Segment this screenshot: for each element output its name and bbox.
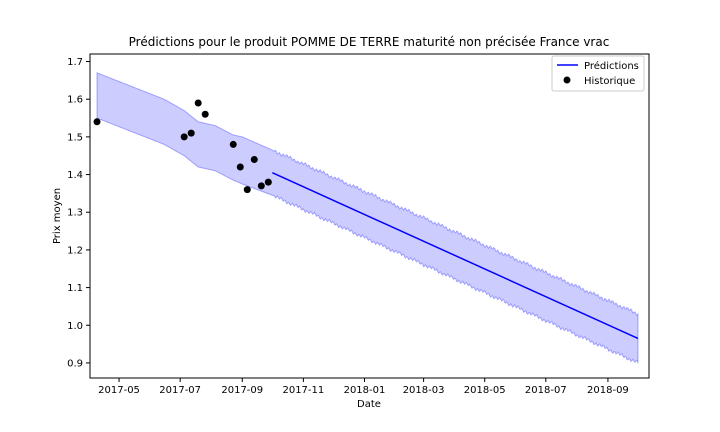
historique-point bbox=[243, 186, 251, 194]
x-tick-label: 2018-03 bbox=[403, 385, 445, 396]
historique-point bbox=[180, 133, 188, 141]
y-tick-label: 1.7 bbox=[67, 57, 83, 68]
y-tick-label: 1.1 bbox=[67, 283, 83, 294]
x-tick-label: 2018-05 bbox=[464, 385, 506, 396]
chart-title: Prédictions pour le produit POMME DE TER… bbox=[129, 35, 610, 49]
y-tick-label: 0.9 bbox=[67, 358, 83, 369]
legend-predictions-label: Prédictions bbox=[584, 60, 639, 72]
legend: Prédictions Historique bbox=[551, 55, 645, 92]
historique-point bbox=[250, 155, 258, 163]
historique-point bbox=[229, 140, 237, 148]
historique-point bbox=[236, 163, 244, 171]
historique-point bbox=[257, 182, 265, 190]
x-tick-label: 2018-09 bbox=[587, 385, 629, 396]
x-tick-label: 2017-05 bbox=[98, 385, 140, 396]
x-axis-label: Date bbox=[357, 399, 381, 410]
x-tick-label: 2018-07 bbox=[525, 385, 567, 396]
y-tick-label: 1.4 bbox=[67, 170, 83, 181]
legend-historique-label: Historique bbox=[584, 76, 635, 87]
y-tick-label: 1.2 bbox=[67, 245, 83, 256]
x-axis: 2017-05 2017-07 2017-09 2017-11 2018-01 2018-… bbox=[98, 378, 629, 396]
historique-point bbox=[201, 110, 209, 118]
y-axis: 0.9 1.0 1.1 1.2 1.3 1.4 1.5 1.6 1.7 bbox=[67, 57, 90, 369]
historique-point bbox=[264, 178, 272, 186]
x-tick-label: 2018-01 bbox=[344, 385, 386, 396]
x-tick-label: 2017-11 bbox=[282, 385, 324, 396]
historique-point bbox=[93, 118, 101, 126]
plot-frame bbox=[89, 53, 650, 379]
historique-point bbox=[194, 99, 202, 107]
y-tick-label: 1.3 bbox=[67, 208, 83, 219]
plot-area bbox=[93, 72, 639, 364]
x-tick-label: 2017-07 bbox=[159, 385, 201, 396]
legend-historique-swatch bbox=[563, 76, 571, 84]
y-axis-label: Prix moyen bbox=[52, 188, 63, 244]
predictions-line bbox=[272, 171, 639, 340]
y-tick-label: 1.0 bbox=[67, 321, 83, 332]
y-tick-label: 1.6 bbox=[67, 95, 83, 106]
x-tick-label: 2017-09 bbox=[221, 385, 263, 396]
y-tick-label: 1.5 bbox=[67, 132, 83, 143]
historique-point bbox=[187, 129, 195, 137]
